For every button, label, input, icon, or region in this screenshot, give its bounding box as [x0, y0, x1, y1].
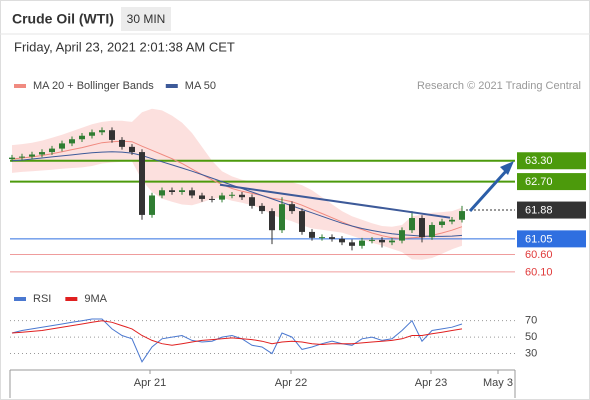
x-tick-label: Apr 21 — [134, 377, 166, 389]
candle-body — [369, 239, 375, 241]
chart-title: Crude Oil (WTI) — [12, 11, 114, 27]
candle-body — [39, 152, 45, 155]
candle-body — [89, 132, 95, 136]
level-label: 60.10 — [525, 266, 553, 278]
candle-body — [309, 231, 315, 238]
candle-body — [259, 205, 265, 212]
candle-body — [19, 156, 25, 158]
candle-body — [409, 218, 415, 231]
rsi-legend-swatch — [65, 297, 78, 301]
candle-body — [379, 239, 385, 243]
candle-body — [339, 238, 345, 243]
candle-body — [449, 219, 455, 222]
arrow-head — [500, 161, 514, 175]
level-label: 60.60 — [525, 249, 553, 261]
candle-body — [119, 139, 125, 147]
candle-body — [239, 194, 245, 198]
candle-body — [429, 224, 435, 238]
level-box — [517, 230, 586, 248]
candle-body — [59, 143, 65, 149]
arrow — [468, 168, 509, 213]
candle-body — [439, 221, 445, 225]
rsi-tick-label: 50 — [525, 331, 537, 343]
rsi-legend-label: 9MA — [84, 293, 107, 305]
legend-label: MA 20 + Bollinger Bands — [33, 80, 154, 92]
x-tick-label: Apr 22 — [275, 377, 307, 389]
legend-label: MA 50 — [185, 80, 216, 92]
candle-body — [79, 135, 85, 140]
candle-body — [219, 195, 225, 200]
candle-body — [109, 130, 115, 140]
candle-body — [99, 130, 105, 133]
candle-body — [129, 146, 135, 153]
candle-body — [179, 190, 185, 192]
candle-body — [29, 154, 35, 157]
legend-swatch — [14, 84, 26, 88]
candle-body — [399, 230, 405, 241]
rsi-tick-label: 30 — [525, 347, 537, 359]
candle-body — [279, 204, 285, 231]
candle-body — [199, 195, 205, 199]
candle-body — [149, 195, 155, 215]
level-box — [517, 201, 586, 219]
timestamp: Friday, April 23, 2021 2:01:38 AM CET — [14, 39, 235, 54]
candle-body — [9, 157, 15, 160]
candle-body — [329, 237, 335, 239]
legend-swatch — [165, 84, 178, 88]
candle-body — [289, 204, 295, 212]
level-label: 63.30 — [525, 155, 553, 167]
candle-body — [249, 197, 255, 206]
credit: Research © 2021 Trading Central — [417, 80, 581, 92]
candle-body — [209, 198, 215, 200]
x-tick-label: May 3 — [483, 377, 513, 389]
level-label: 61.05 — [525, 233, 553, 245]
rsi-line — [11, 320, 463, 346]
candle-body — [139, 152, 145, 215]
candle-body — [389, 240, 395, 243]
candle-body — [419, 218, 425, 238]
interval: 30 MIN — [127, 12, 166, 26]
rsi-legend-swatch — [14, 297, 26, 301]
candle-body — [159, 190, 165, 196]
candle-body — [299, 211, 305, 232]
candle-body — [319, 237, 325, 239]
trendline — [219, 183, 451, 219]
rsi-legend-label: RSI — [33, 293, 51, 305]
ma-line — [11, 140, 463, 240]
rsi-line — [11, 318, 463, 363]
candle-body — [169, 190, 175, 192]
x-tick-label: Apr 23 — [415, 377, 447, 389]
interval-box — [121, 7, 171, 31]
candle-body — [359, 240, 365, 246]
candle-body — [269, 211, 275, 231]
candle-body — [69, 139, 75, 144]
candle-body — [49, 148, 55, 153]
rsi-tick-label: 70 — [525, 315, 537, 327]
candle-body — [189, 190, 195, 196]
level-box — [517, 152, 586, 170]
level-box — [517, 173, 586, 191]
candle-body — [459, 211, 465, 220]
level-label: 61.88 — [525, 204, 553, 216]
level-label: 62.70 — [525, 176, 553, 188]
candle-body — [349, 242, 355, 246]
candle-body — [229, 194, 235, 196]
